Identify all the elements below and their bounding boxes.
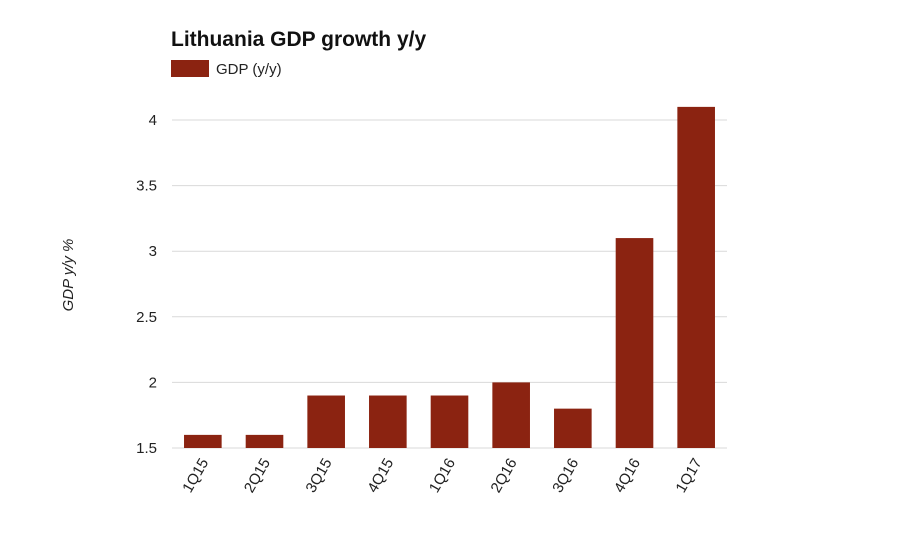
y-tick-label: 3 (149, 243, 157, 260)
bar-1Q16 (430, 395, 469, 448)
x-tick-label: 1Q16 (426, 456, 459, 496)
legend-label: GDP (y/y) (216, 61, 282, 78)
x-tick-label: 3Q15 (303, 456, 336, 496)
x-tick-label: 2Q15 (241, 456, 274, 496)
bar-3Q15 (307, 395, 345, 448)
y-tick-label: 2 (149, 374, 157, 391)
bar-3Q16 (554, 408, 592, 448)
x-tick-label: 1Q15 (179, 456, 212, 496)
bar-2Q15 (245, 434, 284, 448)
y-tick-label: 3.5 (136, 178, 157, 195)
bar-2Q16 (492, 382, 530, 448)
y-tick-label: 4 (149, 112, 157, 129)
x-axis-ticks: 1Q15 2Q15 3Q15 4Q15 1Q16 2Q16 3Q16 4Q16 1Q17 (179, 456, 705, 496)
y-axis-title: GDP y/y % (60, 239, 77, 312)
x-tick-label: 2Q16 (488, 456, 521, 496)
bars (184, 106, 715, 448)
legend: GDP (y/y) (171, 60, 282, 78)
bar-1Q15 (184, 434, 222, 448)
bar-1Q17 (677, 106, 715, 448)
y-tick-label: 2.5 (136, 309, 157, 326)
y-tick-label: 1.5 (136, 440, 157, 457)
x-tick-label: 4Q16 (611, 456, 644, 496)
chart-title: Lithuania GDP growth y/y (171, 28, 426, 51)
y-axis-ticks: 1.5 2 2.5 3 3.5 4 (136, 112, 157, 457)
legend-swatch (171, 60, 209, 77)
x-tick-label: 4Q15 (364, 456, 397, 496)
x-tick-label: 3Q16 (549, 456, 582, 496)
bar-4Q15 (369, 395, 407, 448)
bar-4Q16 (615, 238, 654, 448)
x-tick-label: 1Q17 (673, 456, 706, 496)
